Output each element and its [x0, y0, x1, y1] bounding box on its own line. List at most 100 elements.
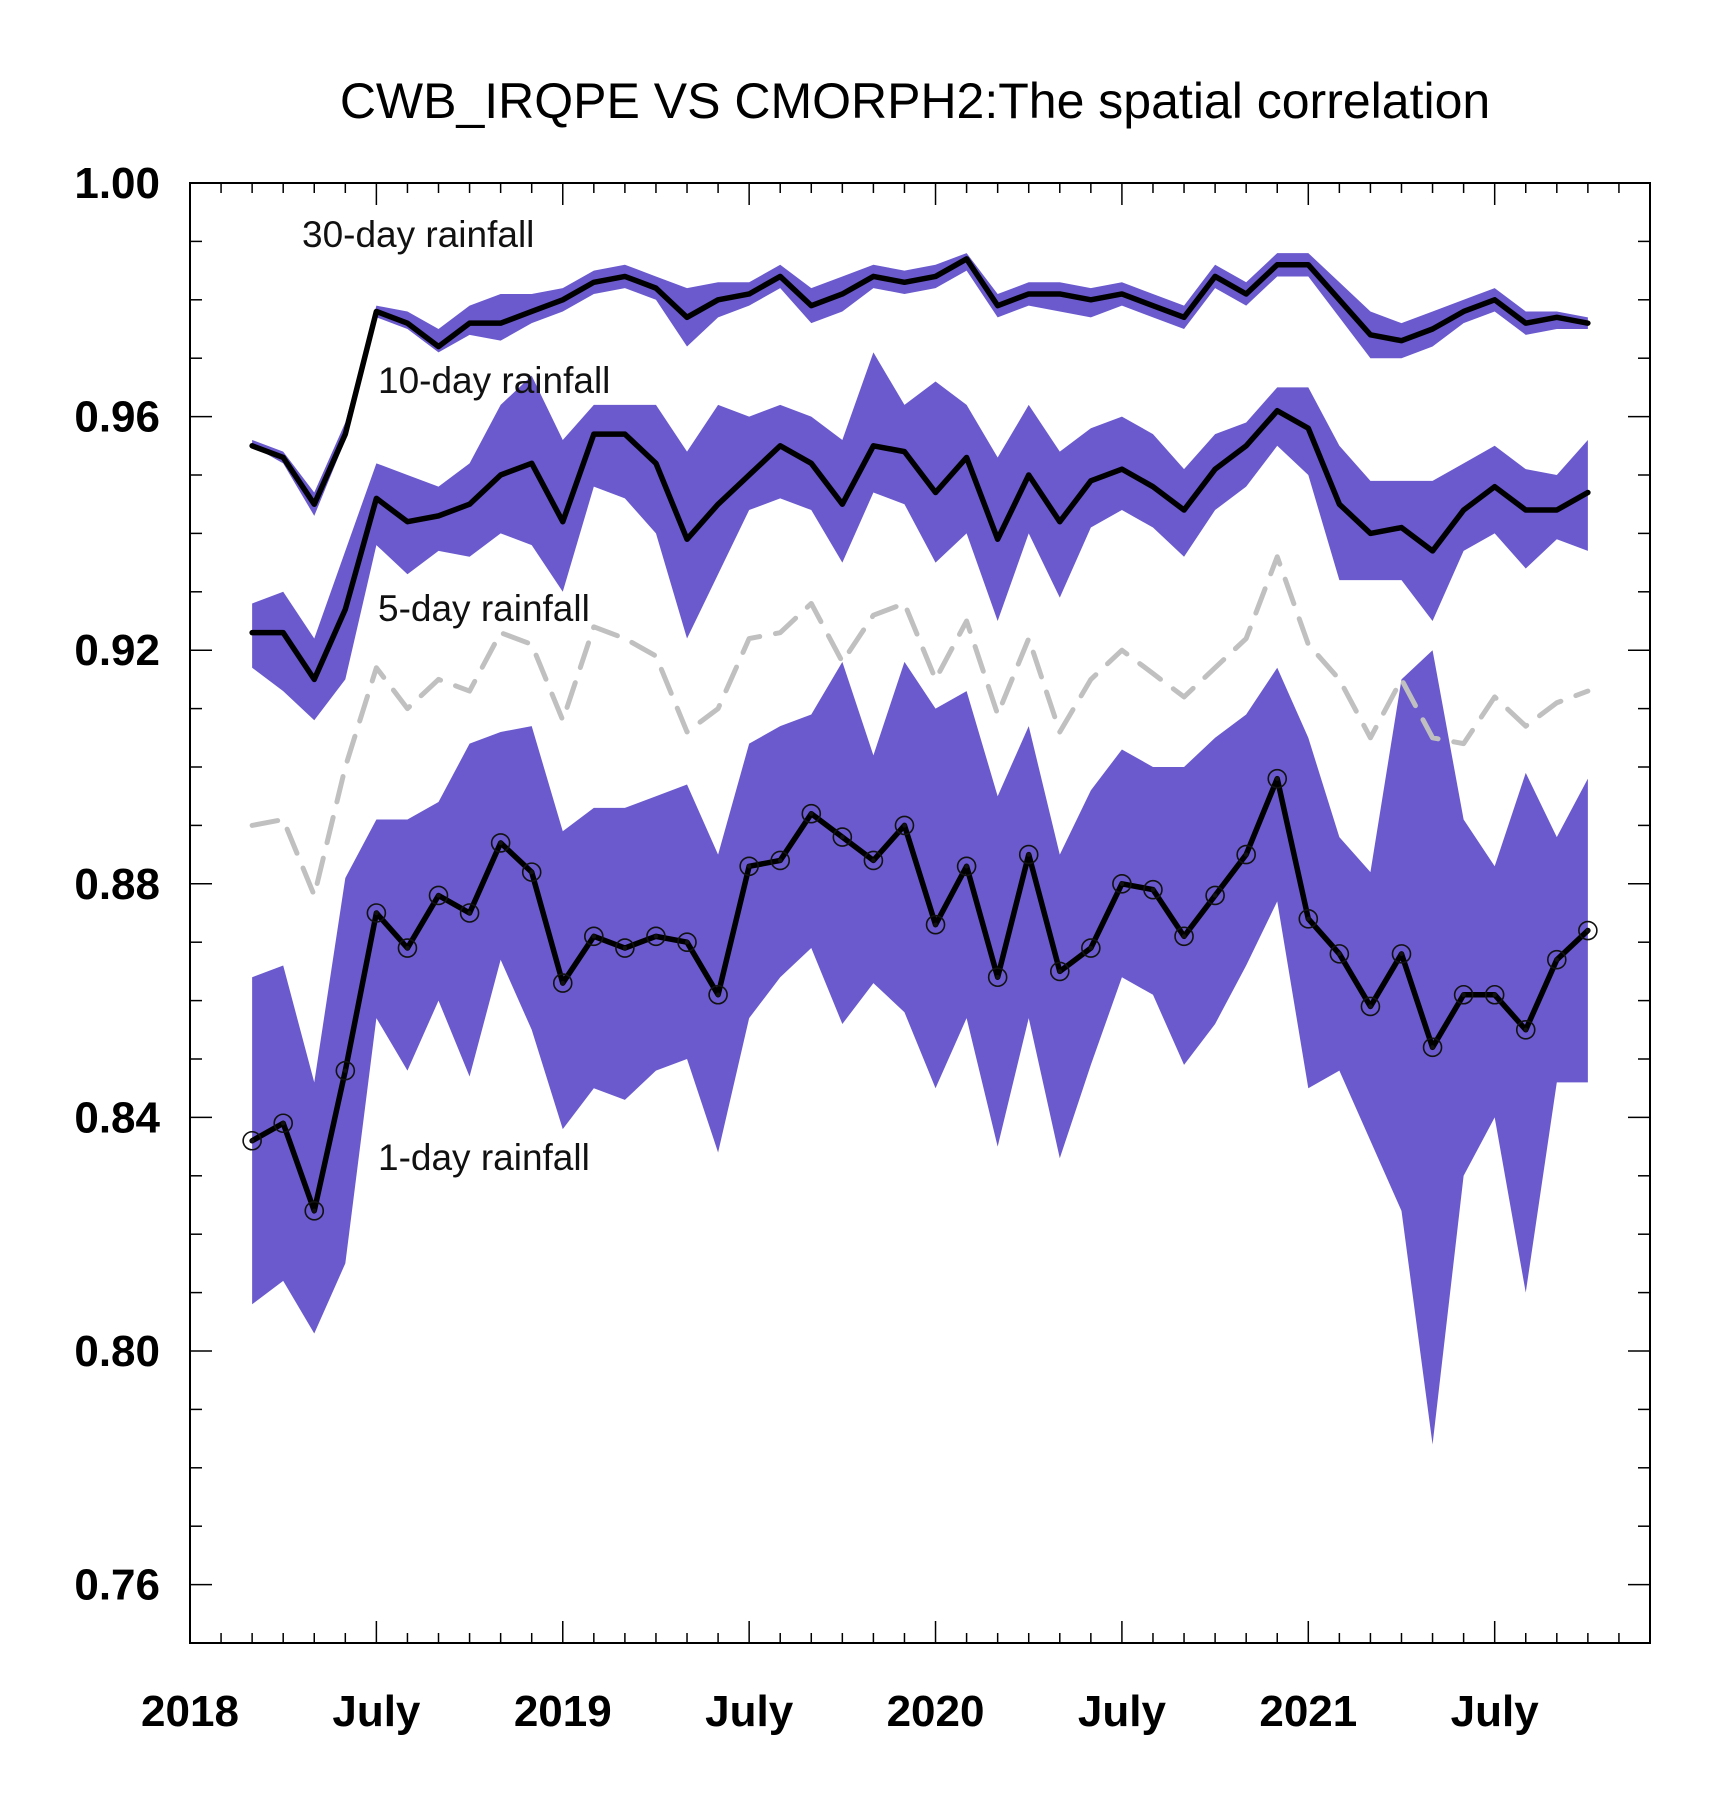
1-day-rainfall-point-center: [1306, 916, 1311, 922]
1-day-rainfall-point: [304, 1201, 325, 1221]
1-day-rainfall-point-center: [778, 858, 783, 863]
series-lines: [249, 256, 1591, 1214]
1-day-rainfall-point: [552, 973, 573, 993]
1-day-rainfall-point: [1329, 944, 1350, 964]
1-day-rainfall-point: [397, 938, 418, 958]
x-tick-label: 2021: [1259, 1687, 1357, 1736]
1-day-rainfall-point-center: [374, 910, 379, 916]
1-day-rainfall-point-center: [933, 922, 938, 927]
1-day-rainfall-point-center: [964, 864, 969, 869]
1-day-rainfall-point: [273, 1113, 293, 1134]
1-day-rainfall-point-center: [809, 811, 814, 816]
1-day-rainfall-point-center: [871, 858, 876, 863]
y-axis-tick-labels: 0.76 0.80 0.84 0.88 0.92 0.96 1.00: [74, 159, 160, 1610]
1-day-rainfall-point-center: [746, 864, 752, 869]
1-day-rainfall-point-center: [467, 910, 472, 916]
1-day-rainfall-point: [1422, 1037, 1443, 1058]
1-day-rainfall-point-center: [1026, 852, 1031, 857]
1-day-rainfall-point-center: [1181, 934, 1187, 939]
1-day-rainfall-point-center: [622, 945, 628, 951]
1-day-rainfall-point-center: [1461, 992, 1466, 997]
1-day-rainfall-point-center: [995, 975, 1000, 980]
1-day-rainfall-point: [956, 856, 977, 877]
1-day-rainfall-point: [490, 833, 511, 853]
1-day-rainfall-point: [1360, 996, 1381, 1017]
10-day-rainfall-spread-band: [252, 352, 1588, 721]
1-day-rainfall-point-center: [1243, 852, 1249, 857]
1-day-rainfall-point: [1391, 944, 1412, 964]
1-day-rainfall-point: [521, 862, 542, 882]
1-day-rainfall-point-center: [1368, 1004, 1373, 1009]
1-day-rainfall-point: [459, 903, 480, 923]
30-day-rainfall-line: [249, 256, 1591, 507]
1-day-rainfall-point-center: [1057, 969, 1062, 974]
1-day-rainfall-point-center: [840, 834, 845, 840]
1-day-rainfall-point: [1143, 879, 1163, 900]
y-tick-label: 0.84: [74, 1093, 160, 1142]
5-day-rainfall-label: 5-day rainfall: [378, 588, 590, 629]
1-day-rainfall-point-center: [1337, 951, 1342, 957]
1-day-rainfall-point-center: [1212, 893, 1218, 898]
1-day-rainfall-point-center: [436, 893, 441, 898]
1-day-rainfall-point-center: [684, 940, 690, 945]
1-day-rainfall-point: [832, 827, 853, 847]
x-tick-label: July: [1078, 1687, 1167, 1736]
y-tick-label: 0.80: [74, 1327, 160, 1376]
1-day-rainfall-point-center: [1554, 957, 1560, 962]
chart-title: CWB_IRQPE VS CMORPH2:The spatial correla…: [340, 73, 1490, 129]
1-day-rainfall-point: [801, 803, 822, 824]
1-day-rainfall-point-center: [560, 980, 565, 986]
1-day-rainfall-point-center: [1523, 1027, 1528, 1033]
x-tick-label: July: [1451, 1687, 1540, 1736]
1-day-rainfall-point: [987, 967, 1008, 988]
1-day-rainfall-point: [1578, 920, 1598, 941]
1-day-rainfall-point-center: [280, 1121, 286, 1126]
1-day-rainfall-point: [1515, 1020, 1536, 1040]
1-day-rainfall-point: [366, 903, 387, 923]
1-day-rainfall-point-center: [1119, 881, 1125, 886]
spread-bands: [252, 253, 1588, 1445]
1-day-rainfall-point: [1018, 844, 1039, 865]
y-tick-label: 1.00: [74, 159, 160, 208]
1-day-rainfall-point: [615, 938, 635, 958]
y-tick-label: 0.76: [74, 1561, 160, 1610]
1-day-rainfall-point-center: [312, 1208, 317, 1214]
1-day-rainfall-point: [708, 984, 728, 1005]
1-day-rainfall-point: [1547, 949, 1567, 970]
1-day-rainfall-point: [1453, 984, 1474, 1005]
x-tick-label: 2019: [514, 1687, 612, 1736]
1-day-rainfall-point: [242, 1130, 262, 1151]
y-tick-label: 0.92: [74, 626, 160, 675]
1-day-rainfall-point-center: [249, 1138, 255, 1143]
y-tick-label: 0.88: [74, 860, 160, 909]
plot-frame: [189, 182, 1651, 1644]
1-day-rainfall-point-center: [1430, 1045, 1435, 1050]
1-day-rainfall-point: [1049, 961, 1070, 982]
1-day-rainfall-point: [677, 932, 697, 953]
1-day-rainfall-line: [249, 775, 1591, 1214]
x-tick-label: 2020: [887, 1687, 985, 1736]
1-day-rainfall-point: [863, 850, 884, 871]
x-axis-tick-labels: 2018 July 2019 July 2020 July 2021 July: [141, 1687, 1539, 1736]
10-day-rainfall-label: 10-day rainfall: [378, 360, 610, 401]
1-day-rainfall-point: [646, 926, 666, 947]
plot-axes: [189, 182, 1651, 1644]
series-labels: 30-day rainfall 10-day rainfall 5-day rain…: [302, 214, 610, 1178]
1-day-rainfall-point-center: [591, 934, 597, 939]
1-day-rainfall-point: [1267, 768, 1288, 789]
1-day-rainfall-point: [1298, 909, 1319, 929]
1-day-rainfall-point-center: [529, 869, 534, 875]
y-tick-label: 0.96: [74, 393, 160, 442]
1-day-rainfall-point: [584, 926, 604, 947]
1-day-rainfall-point: [1081, 938, 1101, 958]
1-day-rainfall-point: [770, 850, 791, 871]
1-day-rainfall-point: [1112, 873, 1132, 894]
30-day-rainfall-label: 30-day rainfall: [302, 214, 534, 255]
x-tick-label: July: [332, 1687, 421, 1736]
1-day-rainfall-point-center: [1585, 928, 1591, 933]
1-day-rainfall-point: [1205, 885, 1225, 906]
1-day-rainfall-spread-band: [252, 650, 1588, 1445]
x-tick-label: July: [705, 1687, 794, 1736]
1-day-rainfall-point: [1236, 844, 1256, 865]
